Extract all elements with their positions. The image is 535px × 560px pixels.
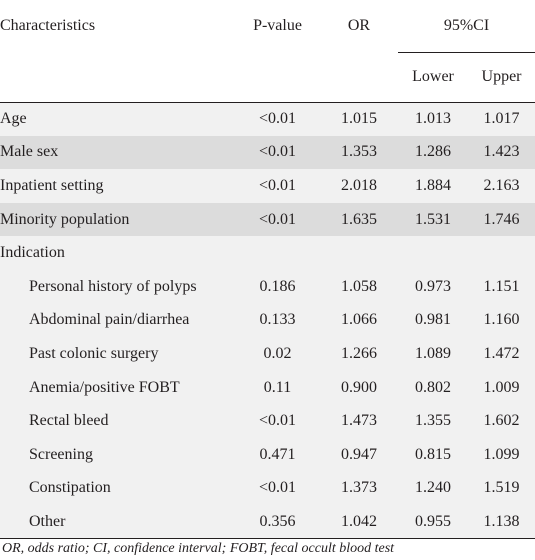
- row-characteristic: Inpatient setting: [0, 169, 235, 203]
- row-ci-lower: 0.981: [398, 303, 468, 338]
- row-ci-upper: 1.099: [468, 437, 535, 472]
- table-row: Age <0.01 1.015 1.013 1.017: [0, 102, 535, 136]
- row-ci-lower: [398, 236, 468, 270]
- row-ci-upper: 1.519: [468, 471, 535, 506]
- row-odds-ratio: 2.018: [320, 169, 398, 203]
- row-p-value: <0.01: [235, 169, 320, 203]
- row-odds-ratio: 1.635: [320, 202, 398, 237]
- row-p-value: <0.01: [235, 404, 320, 438]
- table-row: Male sex <0.01 1.353 1.286 1.423: [0, 135, 535, 170]
- row-odds-ratio: 1.266: [320, 337, 398, 371]
- row-characteristic: Past colonic surgery: [0, 337, 235, 371]
- row-characteristic: Minority population: [0, 202, 235, 237]
- row-ci-upper: 1.009: [468, 370, 535, 405]
- row-characteristic: Age: [0, 102, 235, 136]
- row-ci-lower: 0.815: [398, 437, 468, 472]
- row-ci-lower: 1.089: [398, 337, 468, 371]
- row-characteristic: Personal history of polyps: [0, 269, 235, 304]
- row-ci-upper: 1.017: [468, 102, 535, 136]
- row-p-value: 0.11: [235, 370, 320, 405]
- header-or: OR: [347, 17, 371, 34]
- row-ci-lower: 1.013: [398, 102, 468, 136]
- table-row: Screening 0.471 0.947 0.815 1.099: [0, 437, 535, 472]
- table-body: Age <0.01 1.015 1.013 1.017 Male sex <0.01 1.35…: [0, 102, 535, 540]
- header-p-value: P-value: [253, 17, 302, 34]
- table-header: Characteristics P-value OR 95%CI Lower U…: [0, 0, 535, 102]
- table-row: Constipation <0.01 1.373 1.240 1.519: [0, 471, 535, 506]
- table-row: Past colonic surgery 0.02 1.266 1.089 1.472: [0, 337, 535, 371]
- row-odds-ratio: 1.473: [320, 404, 398, 438]
- row-ci-upper: 1.472: [468, 337, 535, 371]
- row-characteristic: Indication: [0, 236, 235, 270]
- row-odds-ratio: 1.066: [320, 303, 398, 338]
- row-ci-upper: 1.160: [468, 303, 535, 338]
- row-characteristic: Rectal bleed: [0, 404, 235, 438]
- row-p-value: 0.02: [235, 337, 320, 371]
- header-95ci: 95%CI: [398, 0, 535, 53]
- row-odds-ratio: 0.947: [320, 437, 398, 472]
- row-ci-lower: 0.955: [398, 505, 468, 540]
- row-ci-upper: 2.163: [468, 169, 535, 203]
- row-p-value: 0.471: [235, 437, 320, 472]
- row-ci-upper: 1.138: [468, 505, 535, 540]
- row-characteristic: Abdominal pain/diarrhea: [0, 303, 235, 338]
- table-row: Indication: [0, 236, 535, 270]
- row-odds-ratio: 1.042: [320, 505, 398, 540]
- row-ci-lower: 0.802: [398, 370, 468, 405]
- row-ci-upper: 1.151: [468, 269, 535, 304]
- row-ci-upper: 1.423: [468, 135, 535, 170]
- row-odds-ratio: 1.373: [320, 471, 398, 506]
- row-p-value: 0.133: [235, 303, 320, 338]
- row-characteristic: Other: [0, 505, 235, 540]
- row-p-value: <0.01: [235, 202, 320, 237]
- row-ci-upper: 1.602: [468, 404, 535, 438]
- table-row: Personal history of polyps 0.186 1.058 0.97…: [0, 269, 535, 304]
- row-characteristic: Constipation: [0, 471, 235, 506]
- row-p-value: <0.01: [235, 471, 320, 506]
- table-row: Minority population <0.01 1.635 1.531 1.746: [0, 202, 535, 237]
- row-p-value: 0.356: [235, 505, 320, 540]
- table-footnote: OR, odds ratio; CI, confidence interval;…: [2, 541, 395, 556]
- row-characteristic: Anemia/positive FOBT: [0, 370, 235, 405]
- row-p-value: [235, 236, 320, 270]
- table-row: Abdominal pain/diarrhea 0.133 1.066 0.981 1.…: [0, 303, 535, 338]
- header-upper: Upper: [481, 68, 522, 85]
- row-ci-lower: 0.973: [398, 269, 468, 304]
- header-lower: Lower: [412, 68, 454, 85]
- row-odds-ratio: 1.353: [320, 135, 398, 170]
- table-row: Anemia/positive FOBT 0.11 0.900 0.802 1.009: [0, 370, 535, 405]
- table-row: Other 0.356 1.042 0.955 1.138: [0, 505, 535, 540]
- row-ci-upper: [468, 236, 535, 270]
- row-p-value: 0.186: [235, 269, 320, 304]
- row-ci-lower: 1.355: [398, 404, 468, 438]
- table-row: Inpatient setting <0.01 2.018 1.884 2.163: [0, 169, 535, 203]
- row-odds-ratio: 0.900: [320, 370, 398, 405]
- row-characteristic: Screening: [0, 437, 235, 472]
- row-ci-lower: 1.286: [398, 135, 468, 170]
- row-ci-lower: 1.240: [398, 471, 468, 506]
- row-odds-ratio: 1.058: [320, 269, 398, 304]
- odds-ratio-table: Characteristics P-value OR 95%CI Lower U…: [0, 0, 535, 540]
- header-characteristics: Characteristics: [0, 17, 96, 34]
- row-characteristic: Male sex: [0, 135, 235, 170]
- row-ci-lower: 1.531: [398, 202, 468, 237]
- row-odds-ratio: 1.015: [320, 102, 398, 136]
- row-ci-upper: 1.746: [468, 202, 535, 237]
- row-p-value: <0.01: [235, 102, 320, 136]
- table-row: Rectal bleed <0.01 1.473 1.355 1.602: [0, 404, 535, 438]
- row-ci-lower: 1.884: [398, 169, 468, 203]
- row-odds-ratio: [320, 236, 398, 270]
- row-p-value: <0.01: [235, 135, 320, 170]
